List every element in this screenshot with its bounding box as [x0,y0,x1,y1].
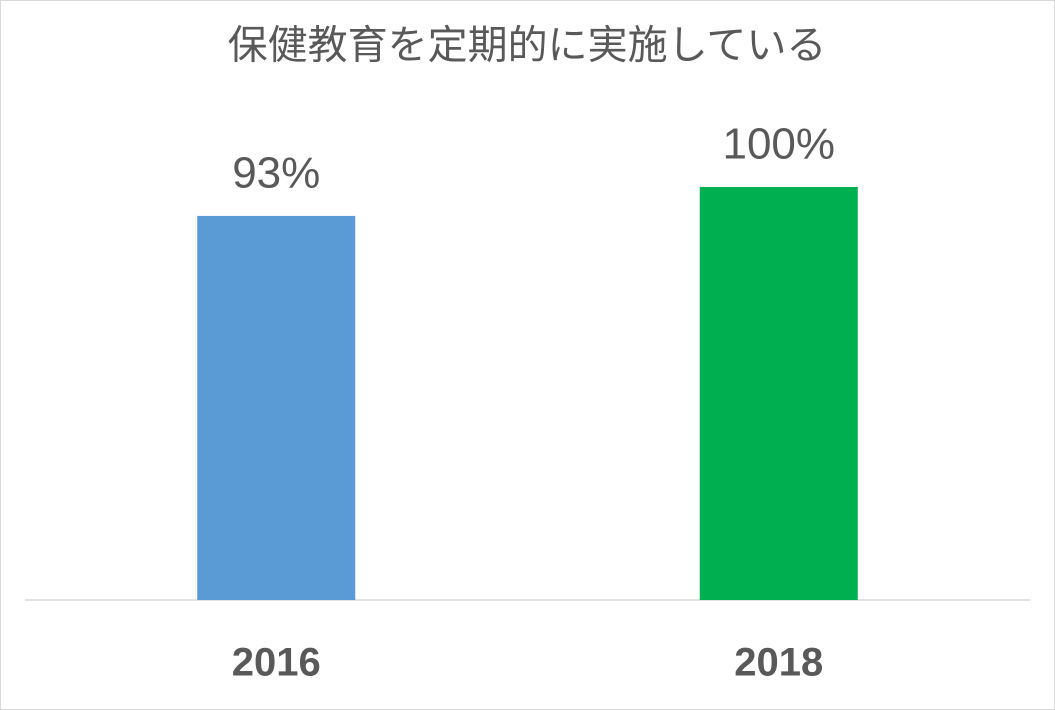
x-tick-label: 2016 [232,641,321,685]
x-tick-label: 2018 [734,641,823,685]
bar [197,215,356,600]
value-label: 93% [232,149,320,198]
value-label: 100% [722,120,835,169]
chart-title: 保健教育を定期的に実施している [228,24,827,68]
bar [699,187,858,600]
